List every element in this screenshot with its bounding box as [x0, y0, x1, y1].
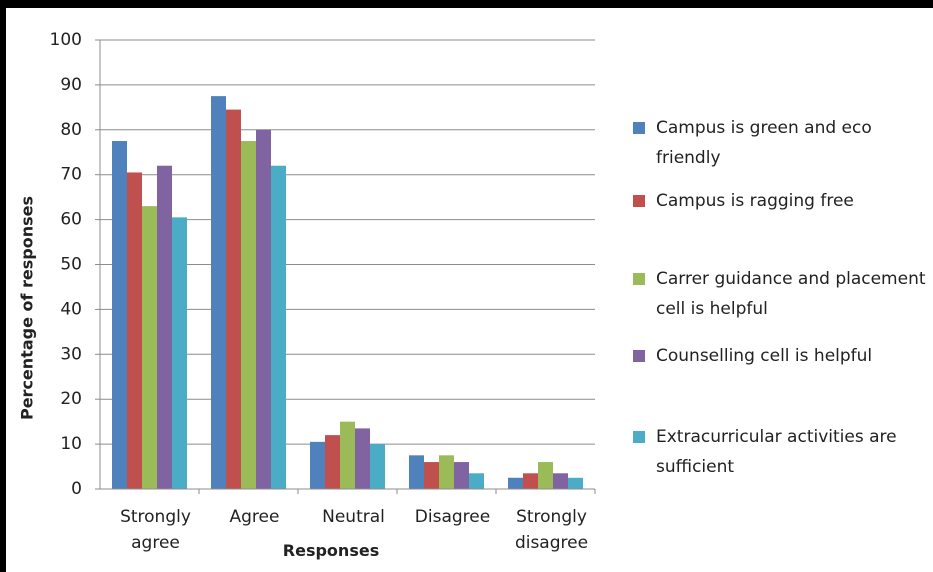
- legend-label: Extracurricular activities are sufficien…: [656, 427, 897, 477]
- bar: [172, 217, 187, 490]
- bar: [112, 141, 127, 489]
- legend-swatch: [633, 195, 645, 207]
- legend-label: Campus is green and eco friendly: [656, 118, 872, 168]
- legend-label: Carrer guidance and placement cell is he…: [656, 269, 926, 319]
- bar: [568, 477, 583, 489]
- y-tick-label: 100: [50, 30, 82, 50]
- y-axis-label: Percentage of responses: [18, 196, 37, 420]
- x-tick-label: Neutral: [322, 507, 385, 527]
- bar: [469, 473, 484, 489]
- bar: [439, 455, 454, 489]
- legend-swatch: [633, 122, 645, 134]
- bar: [538, 462, 553, 489]
- y-tick-label: 50: [60, 255, 82, 275]
- bar: [409, 455, 424, 489]
- legend-swatch: [633, 431, 645, 443]
- bar: [310, 441, 325, 489]
- y-tick-label: 10: [60, 434, 82, 454]
- x-tick-label: Disagree: [414, 507, 491, 527]
- bar: [340, 421, 355, 489]
- bar: [553, 473, 568, 489]
- legend-swatch: [633, 350, 645, 362]
- y-tick-label: 0: [71, 479, 82, 499]
- bar: [142, 206, 157, 489]
- x-axis-label: Responses: [282, 541, 380, 560]
- bar: [454, 462, 469, 489]
- y-tick-label: 30: [60, 344, 82, 364]
- legend-swatch: [633, 273, 645, 285]
- x-tick-label: Strongly disagree: [514, 507, 589, 553]
- x-tick-label: Agree: [229, 507, 280, 527]
- y-tick-label: 60: [60, 210, 82, 230]
- bar: [226, 109, 241, 489]
- legend-label: Counselling cell is helpful: [656, 346, 873, 366]
- y-tick-label: 40: [60, 299, 82, 319]
- bar: [523, 473, 538, 489]
- bar: [127, 172, 142, 489]
- bar: [271, 165, 286, 489]
- bar: [241, 141, 256, 489]
- y-tick-label: 80: [60, 120, 82, 140]
- plot: Percentage of responses 0 10 20 30 40 50 60 70 8…: [18, 30, 596, 499]
- y-tick-label: 20: [60, 389, 82, 409]
- bar: [157, 165, 172, 489]
- bar: [508, 477, 523, 489]
- y-tick-label: 90: [60, 75, 82, 95]
- y-tick-label: 70: [60, 165, 82, 185]
- bar: [256, 129, 271, 490]
- bar: [424, 462, 439, 489]
- bar: [325, 435, 340, 489]
- bar: [355, 428, 370, 489]
- legend-label: Campus is ragging free: [656, 191, 854, 211]
- x-tick-label: Strongly agree: [120, 507, 191, 553]
- bar: [211, 96, 226, 489]
- bar: [370, 444, 385, 489]
